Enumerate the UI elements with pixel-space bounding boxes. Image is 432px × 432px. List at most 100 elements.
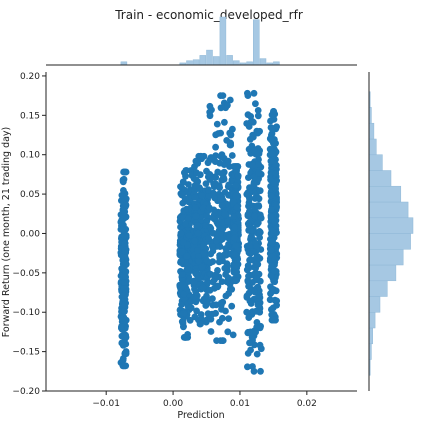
scatter-point	[268, 306, 275, 313]
scatter-point	[228, 152, 236, 159]
scatter-points	[117, 89, 281, 375]
scatter-point	[221, 118, 228, 126]
y-tick-label: 0.10	[20, 151, 40, 161]
scatter-point	[205, 235, 213, 242]
scatter-point	[253, 202, 261, 210]
scatter-point	[250, 173, 258, 181]
scatter-point	[182, 220, 189, 228]
scatter-point	[247, 346, 255, 354]
scatter-point	[121, 246, 129, 254]
scatter-point	[244, 363, 251, 371]
scatter-point	[193, 181, 200, 189]
x-ticks: −0.01 0.00 0.01 0.02	[92, 391, 317, 409]
scatter-point	[225, 181, 233, 189]
scatter-point	[226, 139, 234, 147]
scatter-point	[255, 195, 263, 203]
scatter-point	[177, 183, 184, 191]
scatter-point	[194, 275, 202, 282]
scatter-point	[197, 320, 204, 328]
scatter-point	[268, 311, 276, 319]
y-tick-label: 0.00	[20, 229, 40, 239]
scatter-point	[120, 232, 128, 239]
scatter-point	[212, 271, 220, 279]
scatter-point	[272, 170, 280, 177]
y-tick-label: −0.20	[12, 387, 40, 397]
scatter-point	[181, 195, 189, 203]
scatter-point	[247, 300, 255, 307]
scatter-point	[177, 229, 185, 237]
scatter-point	[267, 117, 274, 125]
scatter-point	[232, 242, 240, 250]
y-histogram-bar	[368, 170, 392, 187]
x-histogram-bar	[199, 55, 207, 66]
y-histogram-bar	[368, 311, 376, 329]
scatter-point	[248, 333, 256, 341]
x-histogram-bar	[186, 60, 193, 66]
scatter-point	[206, 286, 214, 294]
scatter-point	[211, 209, 219, 217]
y-histogram-bar	[368, 138, 377, 156]
scatter-point	[194, 247, 202, 254]
scatter-point	[194, 222, 202, 229]
right-histogram	[368, 91, 414, 376]
scatter-point	[118, 323, 125, 330]
scatter-point	[205, 192, 213, 200]
scatter-point	[212, 131, 220, 139]
scatter-point	[245, 283, 253, 290]
x-histogram-bar	[192, 59, 200, 66]
scatter-point	[271, 255, 279, 263]
scatter-point	[271, 278, 279, 286]
scatter-point	[214, 283, 222, 291]
scatter-point	[245, 314, 253, 321]
scatter-point	[216, 318, 223, 326]
y-tick-label: −0.10	[12, 308, 40, 318]
scatter-point	[217, 92, 225, 99]
scatter-point	[233, 203, 241, 211]
scatter-point	[243, 190, 251, 198]
scatter-point	[196, 171, 204, 179]
scatter-point	[244, 111, 252, 119]
scatter-point	[122, 268, 130, 276]
scatter-point	[255, 161, 263, 168]
scatter-point	[268, 262, 275, 270]
y-histogram-bar	[368, 217, 414, 234]
scatter-point	[227, 131, 235, 139]
scatter-point	[267, 192, 275, 200]
scatter-point	[231, 251, 239, 258]
scatter-point	[223, 278, 231, 286]
scatter-point	[122, 261, 130, 268]
x-histogram-bar	[259, 58, 267, 66]
scatter-point	[214, 229, 222, 237]
scatter-point	[122, 273, 129, 281]
scatter-point	[243, 266, 251, 274]
scatter-point	[213, 237, 221, 245]
scatter-point	[269, 125, 276, 133]
scatter-point	[270, 267, 278, 275]
scatter-point	[244, 211, 252, 218]
x-tick-label: 0.02	[297, 399, 317, 409]
scatter-point	[270, 179, 278, 187]
scatter-point	[250, 367, 258, 375]
x-axis-label: Prediction	[177, 410, 224, 421]
scatter-point	[234, 172, 242, 180]
scatter-point	[186, 316, 194, 324]
scatter-point	[197, 152, 204, 160]
scatter-point	[194, 229, 202, 237]
scatter-point	[183, 252, 191, 260]
scatter-point	[257, 214, 265, 222]
scatter-point	[222, 271, 230, 278]
scatter-point	[184, 215, 192, 222]
scatter-point	[212, 173, 220, 181]
scatter-point	[194, 159, 202, 167]
scatter-point	[228, 302, 236, 310]
scatter-point	[268, 150, 276, 158]
scatter-point	[247, 328, 254, 336]
scatter-point	[199, 284, 207, 292]
scatter-point	[225, 315, 233, 322]
scatter-point	[121, 301, 129, 309]
scatter-point	[185, 232, 193, 239]
scatter-point	[270, 316, 277, 324]
scatter-point	[267, 157, 275, 165]
scatter-point	[217, 337, 225, 344]
scatter-point	[244, 277, 252, 285]
